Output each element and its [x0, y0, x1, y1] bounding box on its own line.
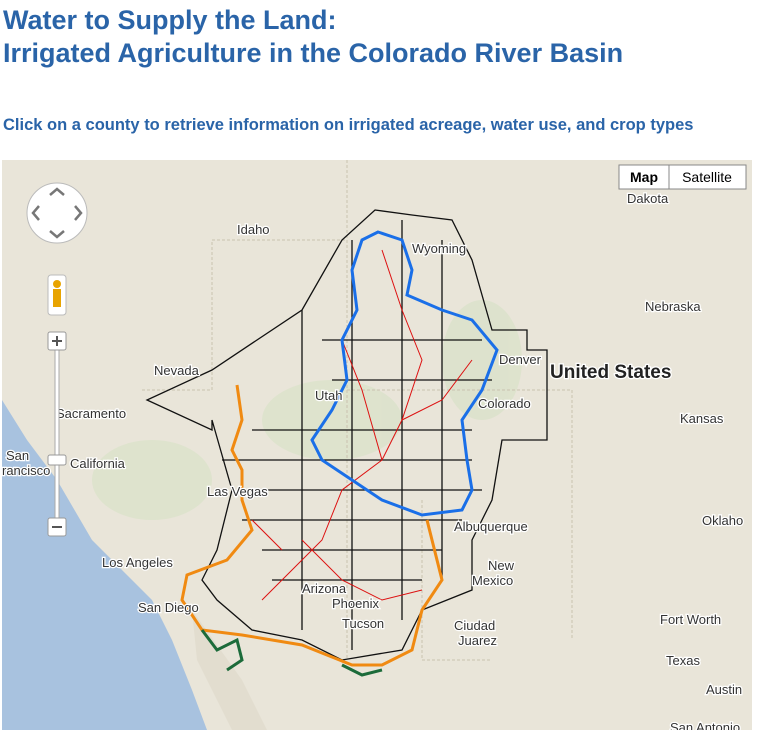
map-label: Phoenix — [332, 596, 379, 611]
map-label: rancisco — [2, 463, 50, 478]
map[interactable]: Dakota Idaho Wyoming Nebraska Nevada United S… — [2, 160, 752, 730]
map-label: Albuquerque — [454, 519, 528, 534]
map-label: San Diego — [138, 600, 199, 615]
pan-control[interactable] — [26, 182, 88, 244]
map-label: San — [6, 448, 29, 463]
rivers — [251, 249, 473, 601]
title-line: Water to Supply the Land: — [3, 5, 337, 35]
map-label: Wyoming — [412, 241, 466, 256]
map-label: New — [488, 558, 515, 573]
page-title: Water to Supply the Land: Irrigated Agri… — [3, 4, 623, 70]
map-label: Dakota — [627, 191, 669, 206]
pegman-body — [53, 289, 61, 307]
delta-boundary — [341, 663, 383, 677]
map-label: United States — [550, 362, 671, 383]
satellite-button[interactable] — [668, 164, 747, 190]
map-label: Oklaho — [702, 513, 743, 528]
map-label: Nebraska — [645, 299, 701, 314]
map-label: Las Vegas — [207, 484, 268, 499]
map-label: Sacramento — [56, 406, 126, 421]
map-label: Denver — [499, 352, 542, 367]
map-label: Austin — [706, 682, 742, 697]
nav-control — [26, 182, 88, 537]
map-button-label: Map — [630, 169, 658, 185]
map-label: Mexico — [472, 573, 513, 588]
map-label: Tucson — [342, 616, 384, 631]
map-type-control: Map Satellite — [618, 164, 747, 190]
map-label: Ciudad — [454, 618, 495, 633]
map-label: Los Angeles — [102, 555, 173, 570]
map-label: Colorado — [478, 396, 531, 411]
ocean — [2, 400, 207, 730]
map-label: Fort Worth — [660, 612, 721, 627]
map-label: Idaho — [237, 222, 270, 237]
zoom-handle[interactable] — [47, 454, 67, 466]
map-label: California — [70, 456, 126, 471]
zoom-track — [54, 349, 60, 526]
map-label: Utah — [315, 388, 342, 403]
pan-arrows — [31, 187, 83, 239]
map-label: Nevada — [154, 363, 200, 378]
map-labels: Dakota Idaho Wyoming Nebraska Nevada United S… — [2, 190, 744, 730]
county-lines — [145, 209, 548, 661]
instruction: Click on a county to retrieve informatio… — [3, 116, 694, 134]
pegman-head — [53, 280, 61, 288]
plus-icon — [52, 336, 62, 346]
satellite-button-label: Satellite — [682, 169, 732, 185]
title-line: Irrigated Agriculture in the Colorado Ri… — [3, 38, 624, 68]
map-label: Arizona — [302, 581, 347, 596]
map-label: San Antonio — [670, 720, 740, 730]
state-borders — [142, 160, 573, 661]
delta-boundary — [200, 629, 244, 672]
map-label: Texas — [666, 653, 700, 668]
map-label: Kansas — [680, 411, 724, 426]
map-label: Juarez — [458, 633, 497, 648]
upper-basin-boundary — [310, 230, 499, 517]
